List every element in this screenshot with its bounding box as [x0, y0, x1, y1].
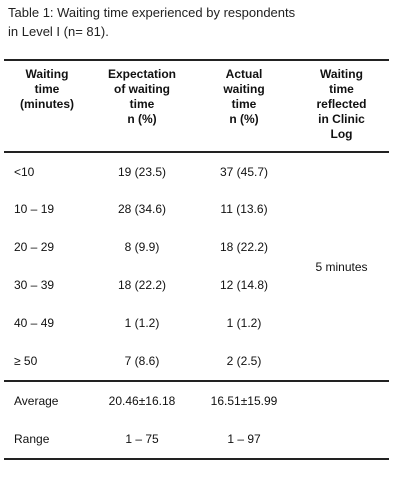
cell-expectation: 1 (1.2) — [124, 316, 160, 330]
table-row: 30 – 39 18 (22.2) 12 (14.8) — [4, 266, 389, 304]
cell-time: 20 – 29 — [14, 240, 55, 254]
caption-line-2: in Level I (n= 81). — [8, 24, 109, 39]
waiting-time-table: Waiting time (minutes) Expectation of wa… — [4, 59, 389, 460]
cell-time: 10 – 19 — [14, 202, 55, 216]
cell-actual: 12 (14.8) — [219, 278, 269, 292]
cell-time: 40 – 49 — [14, 316, 55, 330]
table-row-average: Average 20.46±16.18 16.51±15.99 — [4, 380, 389, 420]
table-row: <10 19 (23.5) 37 (45.7) 5 minutes — [4, 152, 389, 382]
cell-expectation: 28 (34.6) — [117, 202, 167, 216]
table-row: 10 – 19 28 (34.6) 11 (13.6) — [4, 190, 389, 228]
cell-actual: 2 (2.5) — [226, 354, 262, 368]
cell-expectation: 18 (22.2) — [117, 278, 167, 292]
cell-average-expectation: 20.46±16.18 — [90, 380, 194, 420]
table-row-range: Range 1 – 75 1 – 97 — [4, 420, 389, 460]
cell-time: ≥ 50 — [14, 354, 38, 368]
cell-expectation: 19 (23.5) — [117, 164, 167, 179]
cell-range-actual: 1 – 97 — [194, 420, 294, 460]
cell-actual: 37 (45.7) — [219, 164, 269, 179]
cell-actual: 18 (22.2) — [219, 240, 269, 254]
cell-clinic-log: 5 minutes — [294, 152, 389, 382]
table-header-row: Waiting time (minutes) Expectation of wa… — [4, 59, 389, 153]
cell-expectation: 7 (8.6) — [124, 354, 160, 368]
cell-actual: 11 (13.6) — [220, 202, 268, 216]
cell-average-actual: 16.51±15.99 — [194, 380, 294, 420]
cell-actual: 1 (1.2) — [226, 316, 262, 330]
header-expectation: Expectation of waiting time n (%) — [90, 59, 194, 153]
cell-time: 30 – 39 — [14, 278, 55, 292]
table-row: 40 – 49 1 (1.2) 1 (1.2) — [4, 304, 389, 342]
header-clinic-log: Waiting time reflected in Clinic Log — [294, 59, 389, 153]
cell-range-label: Range — [4, 420, 90, 460]
cell-range-expectation: 1 – 75 — [90, 420, 194, 460]
table-caption: Table 1: Waiting time experienced by res… — [8, 3, 388, 41]
caption-line-1: Table 1: Waiting time experienced by res… — [8, 5, 296, 20]
header-waiting-time: Waiting time (minutes) — [4, 59, 90, 153]
cell-average-label: Average — [4, 380, 90, 420]
table-row: ≥ 50 7 (8.6) 2 (2.5) — [4, 342, 389, 381]
cell-empty — [294, 381, 389, 420]
cell-empty — [294, 420, 389, 460]
cell-time: <10 — [14, 164, 35, 179]
table-row: 20 – 29 8 (9.9) 18 (22.2) — [4, 228, 389, 266]
header-actual: Actual waiting time n (%) — [194, 59, 294, 153]
cell-expectation: 8 (9.9) — [124, 240, 160, 254]
